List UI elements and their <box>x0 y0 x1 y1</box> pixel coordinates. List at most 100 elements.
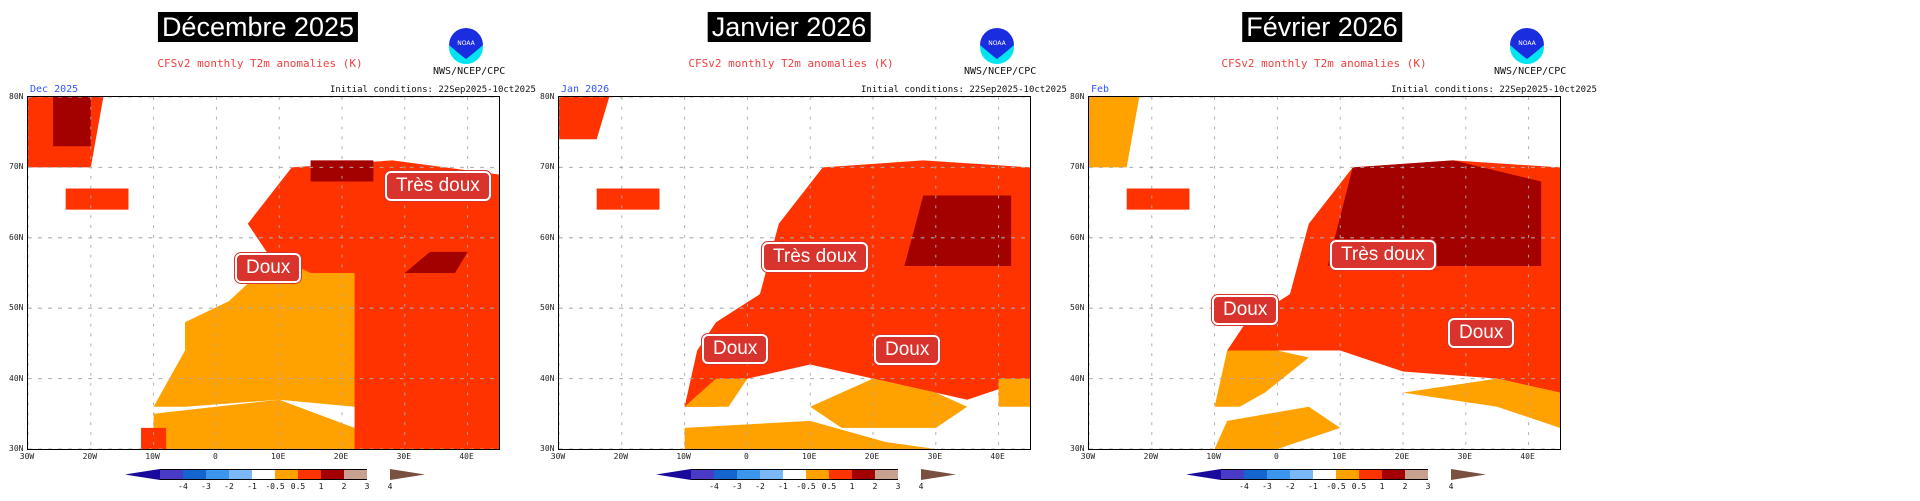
lat-label: 40N <box>540 373 555 383</box>
lat-label: 80N <box>540 92 555 101</box>
lat-label: 70N <box>9 162 24 172</box>
colorbar-segment <box>921 469 956 480</box>
anomaly-map <box>1088 96 1561 450</box>
anomaly-region <box>684 378 748 407</box>
region-label: Très doux <box>1330 240 1436 270</box>
colorbar-tick: -2 <box>224 482 234 491</box>
panel-subtitle: CFSv2 monthly T2m anomalies (K) <box>1221 57 1427 70</box>
noaa-logo-icon: NOAA <box>1509 27 1545 67</box>
colorbar-tick: 4 <box>387 482 393 491</box>
colorbar-segment <box>160 469 183 480</box>
lat-label: 80N <box>1070 92 1085 101</box>
lat-label: 30N <box>540 444 555 453</box>
lat-label: 50N <box>1070 303 1085 313</box>
lat-label: 80N <box>9 92 24 101</box>
colorbar-tick: 3 <box>895 482 901 491</box>
lon-label: 40E <box>1520 452 1535 461</box>
map-canvas <box>1089 97 1560 449</box>
colorbar-segment <box>783 469 806 480</box>
initial-conditions: Initial conditions: 22Sep2025-10ct2025 <box>1391 85 1597 95</box>
colorbar-segment <box>344 469 367 480</box>
lat-label: 40N <box>1070 373 1085 383</box>
anomaly-region <box>998 378 1030 407</box>
svg-text:NOAA: NOAA <box>988 40 1006 47</box>
colorbar-segment <box>206 469 229 480</box>
colorbar-tick: -1 <box>1308 482 1318 491</box>
lon-label: 30W <box>19 452 35 461</box>
region-label: Doux <box>874 335 941 365</box>
lon-label: 10W <box>1206 452 1221 461</box>
forecast-panel: Décembre 2025 CFSv2 monthly T2m anomalies… <box>0 0 640 501</box>
colorbar-tick: 0.5 <box>290 482 306 491</box>
anomaly-region <box>904 195 1012 266</box>
lon-label: 20E <box>1394 452 1410 461</box>
colorbar-segment <box>1405 469 1428 480</box>
anomaly-region <box>310 160 374 182</box>
lat-label: 60N <box>9 232 24 242</box>
colorbar-tick: -0.5 <box>265 482 285 491</box>
colorbar-segment <box>806 469 829 480</box>
lon-label: 20E <box>333 452 349 461</box>
agency-label: NWS/NCEP/CPC <box>964 66 1037 77</box>
colorbar-segment <box>298 469 321 480</box>
lat-label: 40N <box>9 373 24 383</box>
colorbar-tick: -0.5 <box>796 482 816 491</box>
colorbar-segment <box>1221 469 1244 480</box>
colorbar-segment <box>1336 469 1359 480</box>
colorbar-tick: 3 <box>364 482 370 491</box>
lon-label: 0 <box>743 452 749 461</box>
lat-label: 50N <box>9 303 24 313</box>
colorbar <box>656 469 956 480</box>
colorbar-tick: 1 <box>849 482 855 491</box>
anomaly-region <box>53 97 91 147</box>
noaa-logo-icon: NOAA <box>448 27 484 67</box>
colorbar-segment <box>390 469 425 480</box>
colorbar-segment <box>760 469 783 480</box>
colorbar-segment <box>275 469 298 480</box>
region-label: Doux <box>235 253 302 283</box>
colorbar-tick: -3 <box>201 482 211 491</box>
colorbar-tick: 0.5 <box>1351 482 1367 491</box>
anomaly-region <box>1089 97 1140 168</box>
colorbar-segment <box>691 469 714 480</box>
agency-label: NWS/NCEP/CPC <box>433 66 506 77</box>
noaa-logo-icon: NOAA <box>979 27 1015 67</box>
colorbar-tick: 3 <box>1425 482 1431 491</box>
colorbar-segment <box>852 469 875 480</box>
colorbar-segment <box>321 469 344 480</box>
lon-label: 20W <box>1143 452 1159 461</box>
colorbar-segment <box>1244 469 1267 480</box>
lat-label: 70N <box>540 162 555 172</box>
colorbar-tick: 0.5 <box>821 482 837 491</box>
lon-label: 10E <box>801 452 817 461</box>
lat-label: 30N <box>1070 444 1085 453</box>
anomaly-map <box>558 96 1031 450</box>
colorbar-tick: 2 <box>872 482 878 491</box>
lon-label: 10E <box>270 452 286 461</box>
anomaly-region <box>1126 188 1190 210</box>
forecast-panel: Février 2026 CFSv2 monthly T2m anomalies … <box>0 0 1597 501</box>
anomaly-region <box>1403 378 1560 428</box>
lon-label: 40E <box>459 452 474 461</box>
anomaly-region <box>596 188 660 210</box>
map-canvas <box>559 97 1030 449</box>
colorbar-segment <box>252 469 275 480</box>
colorbar-tick: 4 <box>1448 482 1454 491</box>
colorbar-segment <box>1451 469 1486 480</box>
colorbar-tick: -4 <box>178 482 188 491</box>
colorbar-segment <box>875 469 898 480</box>
region-label: Très doux <box>762 242 868 272</box>
lon-label: 10W <box>676 452 691 461</box>
lon-label: 10W <box>145 452 160 461</box>
panel-subtitle: CFSv2 monthly T2m anomalies (K) <box>157 57 363 70</box>
anomaly-region <box>65 188 129 210</box>
panel-title: Janvier 2026 <box>707 12 871 42</box>
colorbar-tick: 1 <box>318 482 324 491</box>
colorbar-tick: -1 <box>247 482 257 491</box>
anomaly-region <box>1327 160 1542 266</box>
region-label: Très doux <box>385 171 491 201</box>
colorbar-segment <box>1382 469 1405 480</box>
colorbar-segment <box>1267 469 1290 480</box>
colorbar-tick: -2 <box>1285 482 1295 491</box>
colorbar-tick: -2 <box>755 482 765 491</box>
